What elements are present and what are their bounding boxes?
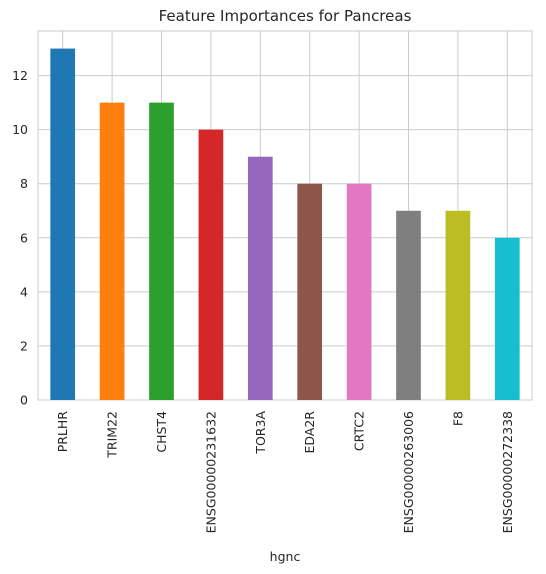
bar-f8 [445,210,471,400]
x-tick-labels: PRLHR TRIM22 CHST4 ENSG00000231632 TOR3A EDA2… [55,411,515,534]
y-tick-label: 4 [20,284,28,299]
chart-title: Feature Importances for Pancreas [159,7,412,25]
y-tick-label: 12 [12,68,28,83]
y-tick-label: 2 [20,338,28,353]
bar-trim22 [99,102,125,400]
x-tick-label: TOR3A [253,411,268,455]
y-tick-labels: 0 2 4 6 8 10 12 [12,68,28,407]
x-tick-label: CHST4 [154,411,169,453]
y-tick-label: 8 [20,176,28,191]
bar-ensg00000231632 [198,129,224,400]
y-tick-label: 0 [20,393,28,408]
bar-chst4 [149,102,174,400]
bar-ensg00000263006 [396,210,421,400]
bar-prlhr [50,48,76,400]
bars [50,48,520,400]
bar-tor3a [247,156,273,400]
plot-frame [37,30,533,401]
x-tick-label: EDA2R [302,411,317,454]
x-tick-label: ENSG00000263006 [401,411,416,533]
x-tick-label: TRIM22 [105,411,120,459]
x-tick-label: ENSG00000231632 [203,411,218,533]
x-tick-label: PRLHR [55,411,70,453]
x-tick-label: F8 [450,411,465,426]
x-tick-label: ENSG00000272338 [500,411,515,533]
bar-eda2r [297,183,323,400]
x-axis-label: hgnc [270,549,301,564]
y-tick-label: 6 [20,230,28,245]
bar-crtc2 [346,183,372,400]
y-tick-label: 10 [12,122,28,137]
bar-ensg00000272338 [494,237,520,400]
x-tick-label: CRTC2 [352,411,367,451]
